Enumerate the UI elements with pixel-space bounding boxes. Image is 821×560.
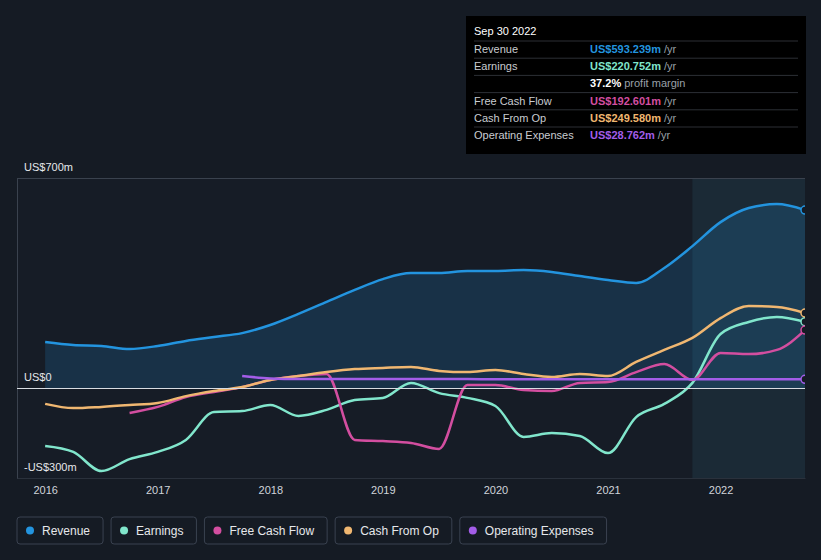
tooltip-unit: /yr (658, 129, 671, 141)
tooltip-separator (474, 75, 798, 76)
tooltip-separator (474, 58, 798, 59)
legend-swatch (344, 527, 352, 535)
x-tick-label: 2021 (596, 484, 620, 496)
tooltip-label: Cash From Op (474, 112, 546, 124)
series-line (45, 306, 805, 408)
y-axis: -US$300m US$0 US$700m (17, 161, 805, 479)
tooltip-separator (474, 127, 798, 128)
tooltip-label: Earnings (474, 60, 518, 72)
tooltip: Sep 30 2022 Revenue US$593.239m/yr Earnings… (466, 16, 806, 154)
x-tick-label: 2022 (709, 484, 733, 496)
plot-area (17, 178, 805, 478)
legend: Revenue Earnings Free Cash Flow Cash From O… (17, 517, 607, 544)
tooltip-label: Free Cash Flow (474, 95, 552, 107)
end-marker (801, 206, 805, 214)
y-axis-line (18, 179, 806, 479)
legend-box (335, 517, 452, 544)
legend-box (111, 517, 196, 544)
tooltip-unit: /yr (664, 112, 677, 124)
x-tick: 2020 (484, 478, 508, 496)
end-marker (801, 375, 805, 383)
tooltip-value-line: US$593.239m/yr (590, 43, 677, 55)
x-tick: 2022 (709, 478, 733, 496)
x-tick: 2019 (371, 478, 395, 496)
legend-item: Free Cash Flow (204, 517, 327, 544)
tooltip-value: US$249.580m (590, 112, 661, 124)
legend-swatch (26, 527, 34, 535)
legend-item: Earnings (111, 517, 196, 544)
legend-label: Operating Expenses (485, 524, 594, 538)
tooltip-value: US$220.752m (590, 60, 661, 72)
grid-line (17, 478, 805, 479)
tooltip-value: 37.2% (590, 77, 621, 89)
x-tick: 2017 (146, 478, 170, 496)
tooltip-value: US$593.239m (590, 43, 661, 55)
tooltip-unit: /yr (664, 43, 677, 55)
background (0, 0, 821, 560)
y-tick: US$700m (17, 161, 805, 179)
grid-line (17, 388, 805, 389)
legend-label: Cash From Op (360, 524, 439, 538)
tooltip-value: US$28.762m (590, 129, 655, 141)
tooltip-value-line: US$192.601m/yr (590, 95, 677, 107)
legend-swatch (213, 527, 221, 535)
end-marker (801, 326, 805, 334)
x-tick-label: 2016 (33, 484, 57, 496)
legend-box (17, 517, 103, 544)
x-tick: 2016 (33, 478, 57, 496)
marks (45, 178, 805, 478)
end-marker (801, 309, 805, 317)
tooltip-label: Operating Expenses (474, 129, 574, 141)
chart: -US$300mUS$0US$700m201620172018201920202… (0, 0, 821, 560)
y-tick-label: -US$300m (24, 461, 77, 473)
tooltip-value-line: US$220.752m/yr (590, 60, 677, 72)
tooltip-title: Sep 30 2022 (474, 25, 536, 37)
legend-box (204, 517, 327, 544)
x-tick: 2018 (259, 478, 283, 496)
legend-label: Free Cash Flow (229, 524, 314, 538)
tooltip-value-line: 37.2%profit margin (590, 77, 685, 89)
tooltip-label: Revenue (474, 43, 518, 55)
end-marker (801, 318, 805, 326)
legend-box (460, 517, 607, 544)
tooltip-bg (466, 16, 806, 154)
tooltip-unit: profit margin (624, 77, 685, 89)
grid-line (17, 178, 805, 179)
tooltip-separator (474, 92, 798, 93)
tooltip-separator (474, 109, 798, 110)
x-axis-line (18, 478, 806, 479)
tooltip-value: US$192.601m (590, 95, 661, 107)
tooltip-value-line: US$28.762m/yr (590, 129, 670, 141)
series-area (45, 204, 805, 388)
x-tick-label: 2017 (146, 484, 170, 496)
y-tick-label: US$700m (24, 161, 73, 173)
legend-label: Earnings (136, 524, 183, 538)
legend-item: Cash From Op (335, 517, 452, 544)
x-tick-label: 2020 (484, 484, 508, 496)
y-tick-label: US$0 (24, 371, 52, 383)
legend-swatch (120, 527, 128, 535)
tooltip-value-line: US$249.580m/yr (590, 112, 677, 124)
legend-item: Revenue (17, 517, 103, 544)
tooltip-unit: /yr (664, 60, 677, 72)
x-axis: 2016 2017 2018 2019 2020 2021 2022 (18, 478, 806, 496)
legend-item: Operating Expenses (460, 517, 607, 544)
tooltip-separator (474, 41, 798, 42)
legend-label: Revenue (42, 524, 90, 538)
series-line (45, 204, 805, 349)
y-tick: -US$300m (17, 461, 805, 479)
y-tick: US$0 (17, 371, 805, 389)
series-line (242, 376, 805, 379)
legend-swatch (469, 527, 477, 535)
x-tick: 2021 (596, 478, 620, 496)
x-tick-label: 2019 (371, 484, 395, 496)
x-tick-label: 2018 (259, 484, 283, 496)
tooltip-unit: /yr (664, 95, 677, 107)
